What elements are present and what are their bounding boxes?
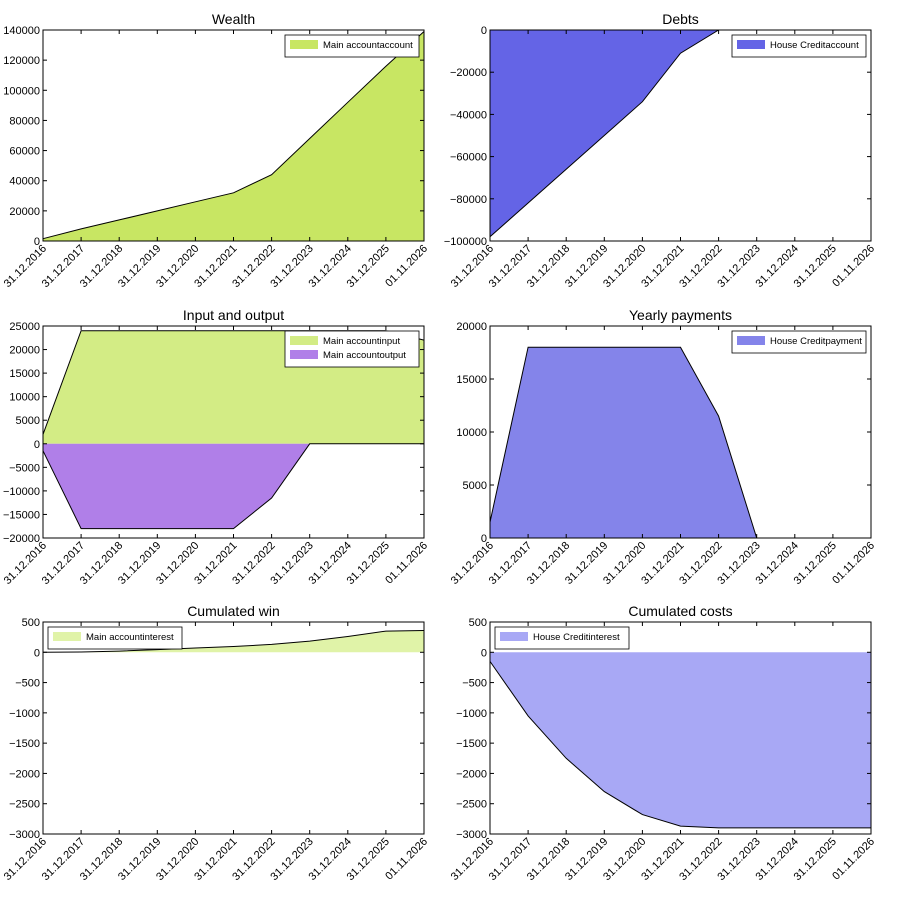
chart-panel-6: Cumulated costs −3000 −2500 −2000 −1500 −1000…: [449, 603, 877, 883]
y-tick-label: 20000: [9, 206, 40, 218]
y-tick-label: 80000: [9, 115, 40, 127]
legend: House Creditpayment: [731, 330, 867, 354]
chart-title: Yearly payments: [629, 307, 732, 323]
y-tick-label: 25000: [9, 321, 40, 333]
legend-swatch: [290, 336, 318, 345]
y-tick-label: 5000: [16, 415, 40, 427]
y-tick-label: −40000: [450, 109, 487, 121]
series-line-1: [489, 661, 871, 829]
y-tick-label: −3000: [456, 829, 487, 841]
y-tick-label: 5000: [463, 480, 487, 492]
y-tick-label: −500: [15, 678, 40, 690]
chart-title: Cumulated win: [187, 603, 280, 619]
plot-frame: [42, 621, 425, 835]
y-tick-label: 0: [481, 647, 487, 659]
y-tick-label: −60000: [450, 152, 487, 164]
chart-panel-4: Yearly payments0500010000150002000031.12…: [449, 307, 877, 587]
legend: House Creditaccount: [731, 34, 867, 58]
legend-swatch: [53, 632, 81, 641]
legend-box: [47, 626, 183, 650]
legend-swatch: [737, 40, 765, 49]
y-tick-label: 0: [481, 25, 487, 37]
y-tick-label: −15000: [3, 509, 40, 521]
y-tick-label: 15000: [9, 368, 40, 380]
series-area-1: [490, 652, 871, 828]
y-tick-label: −3000: [9, 829, 40, 841]
legend-label: Main accountaccount: [323, 40, 413, 51]
legend-swatch: [737, 336, 765, 345]
chart-title: Debts: [662, 11, 699, 27]
legend: Main accountaccount: [284, 34, 420, 58]
y-tick-label: −80000: [450, 194, 487, 206]
y-tick-label: 0: [34, 439, 40, 451]
chart-panel-3: Input and output −20000 −15000 −10000 −5000 0…: [2, 307, 430, 587]
y-tick-label: 500: [22, 617, 40, 629]
y-tick-label: 0: [34, 236, 40, 248]
y-tick-label: −5000: [9, 462, 40, 474]
series-line-1: [42, 31, 425, 240]
series-area-1: [43, 31, 424, 241]
y-tick-label: 20000: [456, 321, 487, 333]
chart-panel-1: Wealth 0 20000 40000 60000 80000 100000 120000 1…: [2, 11, 430, 290]
y-tick-label: −20000: [3, 533, 40, 545]
y-tick-label: 10000: [9, 392, 40, 404]
chart-title: Input and output: [183, 307, 284, 323]
y-tick-label: −2500: [9, 799, 40, 811]
y-tick-label: 10000: [456, 427, 487, 439]
y-tick-label: −1500: [9, 738, 40, 750]
legend-label: House Creditinterest: [533, 632, 620, 643]
legend-box: [731, 34, 867, 58]
series-area-1: [490, 347, 871, 538]
legend-box: [284, 34, 420, 58]
y-tick-label: 140000: [3, 25, 40, 37]
y-tick-label: 20000: [9, 345, 40, 357]
y-tick-label: −2000: [456, 768, 487, 780]
y-tick-label: 100000: [3, 85, 40, 97]
legend-swatch: [290, 40, 318, 49]
y-tick-label: −20000: [450, 67, 487, 79]
series-area-1: [43, 630, 424, 653]
y-tick-label: −1500: [456, 738, 487, 750]
legend-box: [731, 330, 867, 354]
chart-panel-2: Debts−100000−80000−60000−40000−20000031.…: [444, 11, 877, 290]
y-tick-label: 500: [469, 617, 487, 629]
y-tick-label: −1000: [9, 708, 40, 720]
legend-label: House Creditpayment: [770, 336, 862, 347]
legend-label: Main accountinput: [323, 336, 400, 347]
legend-swatch: [290, 350, 318, 359]
y-tick-label: −2000: [9, 768, 40, 780]
legend: Main accountinput Main accountoutput: [284, 330, 420, 368]
y-tick-label: 15000: [456, 374, 487, 386]
legend: Main accountinterest: [47, 626, 183, 650]
legend-label: Main accountoutput: [323, 350, 406, 361]
legend-label: Main accountinterest: [86, 632, 174, 643]
y-tick-label: 120000: [3, 55, 40, 67]
series-area-1: [490, 30, 871, 237]
y-tick-label: 60000: [9, 146, 40, 158]
y-tick-label: −1000: [456, 708, 487, 720]
y-tick-label: −2500: [456, 799, 487, 811]
series-area-2: [43, 443, 424, 529]
y-tick-label: 40000: [9, 176, 40, 188]
series-line-2: [42, 443, 424, 530]
legend: House Creditinterest: [494, 626, 630, 650]
chart-title: Wealth: [212, 11, 255, 27]
legend-swatch: [500, 632, 528, 641]
y-tick-label: −10000: [3, 486, 40, 498]
legend-box: [494, 626, 630, 650]
chart-title: Cumulated costs: [628, 603, 732, 619]
series-line-1: [42, 630, 425, 653]
y-tick-label: 0: [481, 533, 487, 545]
legend-label: House Creditaccount: [770, 40, 859, 51]
chart-panel-5: Cumulated win −3000 −2500 −2000 −1500 −1000 −5…: [2, 603, 430, 883]
y-tick-label: −500: [462, 678, 487, 690]
y-tick-label: 0: [34, 647, 40, 659]
y-tick-label: −100000: [444, 236, 487, 248]
